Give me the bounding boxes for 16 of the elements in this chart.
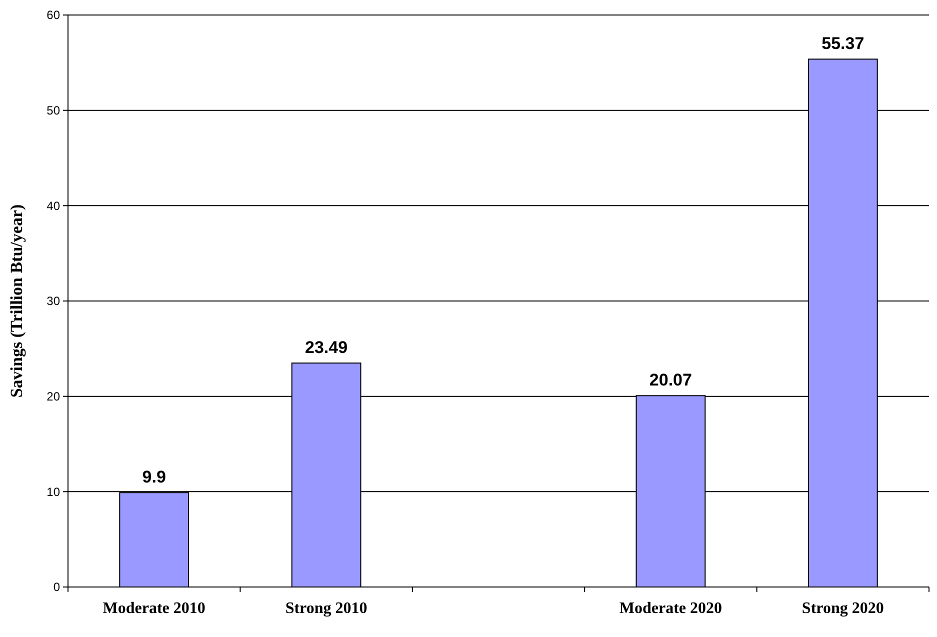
data-label: 9.9: [142, 468, 166, 487]
y-tick-label: 20: [46, 390, 60, 404]
data-label: 23.49: [305, 338, 348, 358]
data-label: 20.07: [649, 370, 692, 390]
y-tick-label: 30: [46, 294, 60, 308]
x-tick-label: Moderate 2020: [619, 600, 722, 617]
y-tick-label: 40: [46, 198, 60, 213]
y-tick-label: 60: [46, 8, 60, 22]
x-tick-label: Moderate 2010: [102, 600, 206, 617]
x-tick-label: Strong 2010: [285, 600, 368, 617]
y-tick-label: 0: [53, 580, 60, 594]
y-tick-label: 50: [46, 104, 60, 118]
y-tick-label: 10: [46, 484, 60, 499]
x-tick-label: Strong 2020: [802, 600, 884, 617]
y-axis-title: Savings (Trillion Btu/year): [7, 204, 26, 398]
data-label: 55.37: [822, 34, 864, 54]
